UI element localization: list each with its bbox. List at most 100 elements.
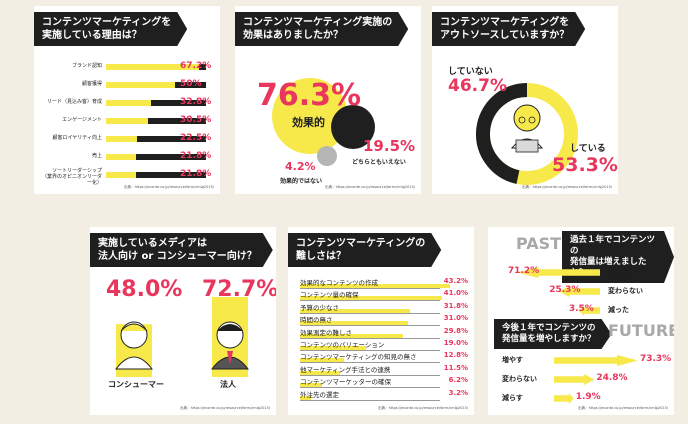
row-bar [300,321,408,326]
row-value: 12.8% [443,351,468,360]
bar-label: 顧客獲得 [81,81,102,87]
future-label: 減らす [502,394,523,402]
effective-value: 76.3% [257,78,362,113]
row-label: 他マーケティング手法との連携 [300,365,391,374]
source-note: 出典：https://econte.co.jp/resource/farm/cm… [578,406,668,410]
past-value: 25.3% [549,285,581,295]
bar-track [106,136,206,142]
row-label: 予算の少なさ [300,303,339,312]
row-rule [300,387,440,388]
bubble-effective [272,78,348,154]
row-rule [300,374,440,376]
card-effect: コンテンツマーケティング実施の 効果はありましたか？ 76.3% 効果的 19.… [235,6,421,194]
not-effective-label: 効果的ではない [280,178,323,185]
not-outsourcing-label: していない [448,67,493,77]
person-illustration [510,104,544,153]
left-arrow [559,286,600,297]
row-value: 31.8% [443,301,468,310]
consumer-value: 48.0% [106,277,183,302]
bar-fill [106,118,149,124]
bar-fill [106,64,199,70]
row-rule [300,362,440,363]
future-label: FUTURE [608,321,674,340]
neutral-label: どちらともいえない [352,159,406,166]
business-label: 法人 [220,380,236,389]
bar-value: 21.8% [180,169,212,179]
past-value: 71.2% [507,266,540,276]
row-value: 19.0% [443,339,468,347]
effect-bubbles [272,78,375,166]
business-person [210,321,250,370]
row-rule [300,399,440,401]
future-value: 73.3% [639,354,672,364]
row-rule [300,325,440,326]
bubble-not-effective [317,146,337,166]
difficulty-row: コンテンツマーケティングの知見の無さ 12.8% [300,351,468,363]
card-difficulty: コンテンツマーケティングの 難しさは？ 効果的なコンテンツの作成 43.2% コンテ… [288,227,474,415]
bar-fill [106,154,137,160]
past-label: 減った [608,306,629,314]
bar-value: 67.2% [180,61,212,71]
outsourcing-value: 53.3% [552,154,618,176]
past-label: 変わらない [608,287,643,295]
row-bar [300,370,340,375]
bar-value: 50% [180,79,202,89]
bubble-neutral [331,105,375,149]
effective-label: 効果的 [292,116,325,129]
bar-value: 21.8% [180,151,212,161]
past-label: PAST [516,234,562,253]
difficulty-row: 外注先の選定 3.2% [300,389,468,401]
outsource-donut [476,83,578,185]
bar-track [106,118,206,124]
difficulty-row: コンテンツ量の確保 41.0% [300,289,468,301]
source-note: 出典：https://econte.co.jp/resource/farm/cm… [378,406,468,410]
card-title: 実施しているメディアは 法人向け or コンシューマー向け？ [90,233,273,267]
bar-label: 顧客ロイヤリティ向上 [52,135,102,141]
left-arrow [578,305,600,316]
difficulty-row: 時間の無さ 31.0% [300,314,468,326]
bar-value: 30.5% [180,115,212,125]
difficulty-row: コンテンツマーケッターの確保 6.2% [300,376,468,388]
row-value: 11.5% [443,363,468,372]
bar-track [106,172,206,178]
card-title: コンテンツマーケティングを 実施している理由は？ [34,12,187,46]
difficulty-row: コンテンツのバリエーション 19.0% [300,339,468,351]
bar-fill [106,100,152,106]
row-value: 41.0% [443,289,468,298]
row-label: 効果的なコンテンツの作成 [300,279,378,287]
right-arrow [554,393,574,404]
row-bar [300,346,366,350]
bar-fill [106,136,138,142]
bar-value: 22.5% [180,133,212,143]
card-title: コンテンツマーケティングの 難しさは？ [288,233,441,267]
row-value: 43.2% [443,277,468,285]
difficulty-row: 予算の少なさ 31.8% [300,301,468,314]
row-label: コンテンツのバリエーション [300,341,385,349]
consumer-person [114,321,154,370]
row-rule [300,300,440,301]
left-arrow [517,267,600,278]
row-label: 外注先の選定 [300,390,339,399]
bar-fill [106,172,137,178]
row-label: 時間の無さ [300,316,333,325]
row-bar [300,395,312,400]
past-value: 3.5% [568,304,594,314]
row-rule [300,350,440,351]
future-value: 24.8% [596,373,628,383]
future-title: 今後１年でコンテンツの 発信量を増やしますか？ [494,319,612,349]
bar-value: 32.8% [180,97,212,107]
row-label: 効果測定の難しさ [300,328,352,337]
row-bar [300,333,404,338]
right-arrow [554,355,638,366]
bar-track [106,100,206,106]
bar-label: エンゲージメント [62,117,102,123]
difficulty-row: 効果的なコンテンツの作成 43.2% [300,277,468,289]
bar-track [106,154,206,160]
difficulty-row: 効果測定の難しさ 29.8% [300,327,468,339]
not-effective-value: 4.2% [285,160,316,173]
card-reasons: コンテンツマーケティングを 実施している理由は？ ブランド認知 67.2% 顧客獲得… [34,6,220,194]
bar-label: リード（見込み客）育成 [46,99,102,105]
bar-label: ブランド認知 [71,63,102,69]
row-rule [300,337,440,339]
bar-label: 売上 [91,153,102,159]
